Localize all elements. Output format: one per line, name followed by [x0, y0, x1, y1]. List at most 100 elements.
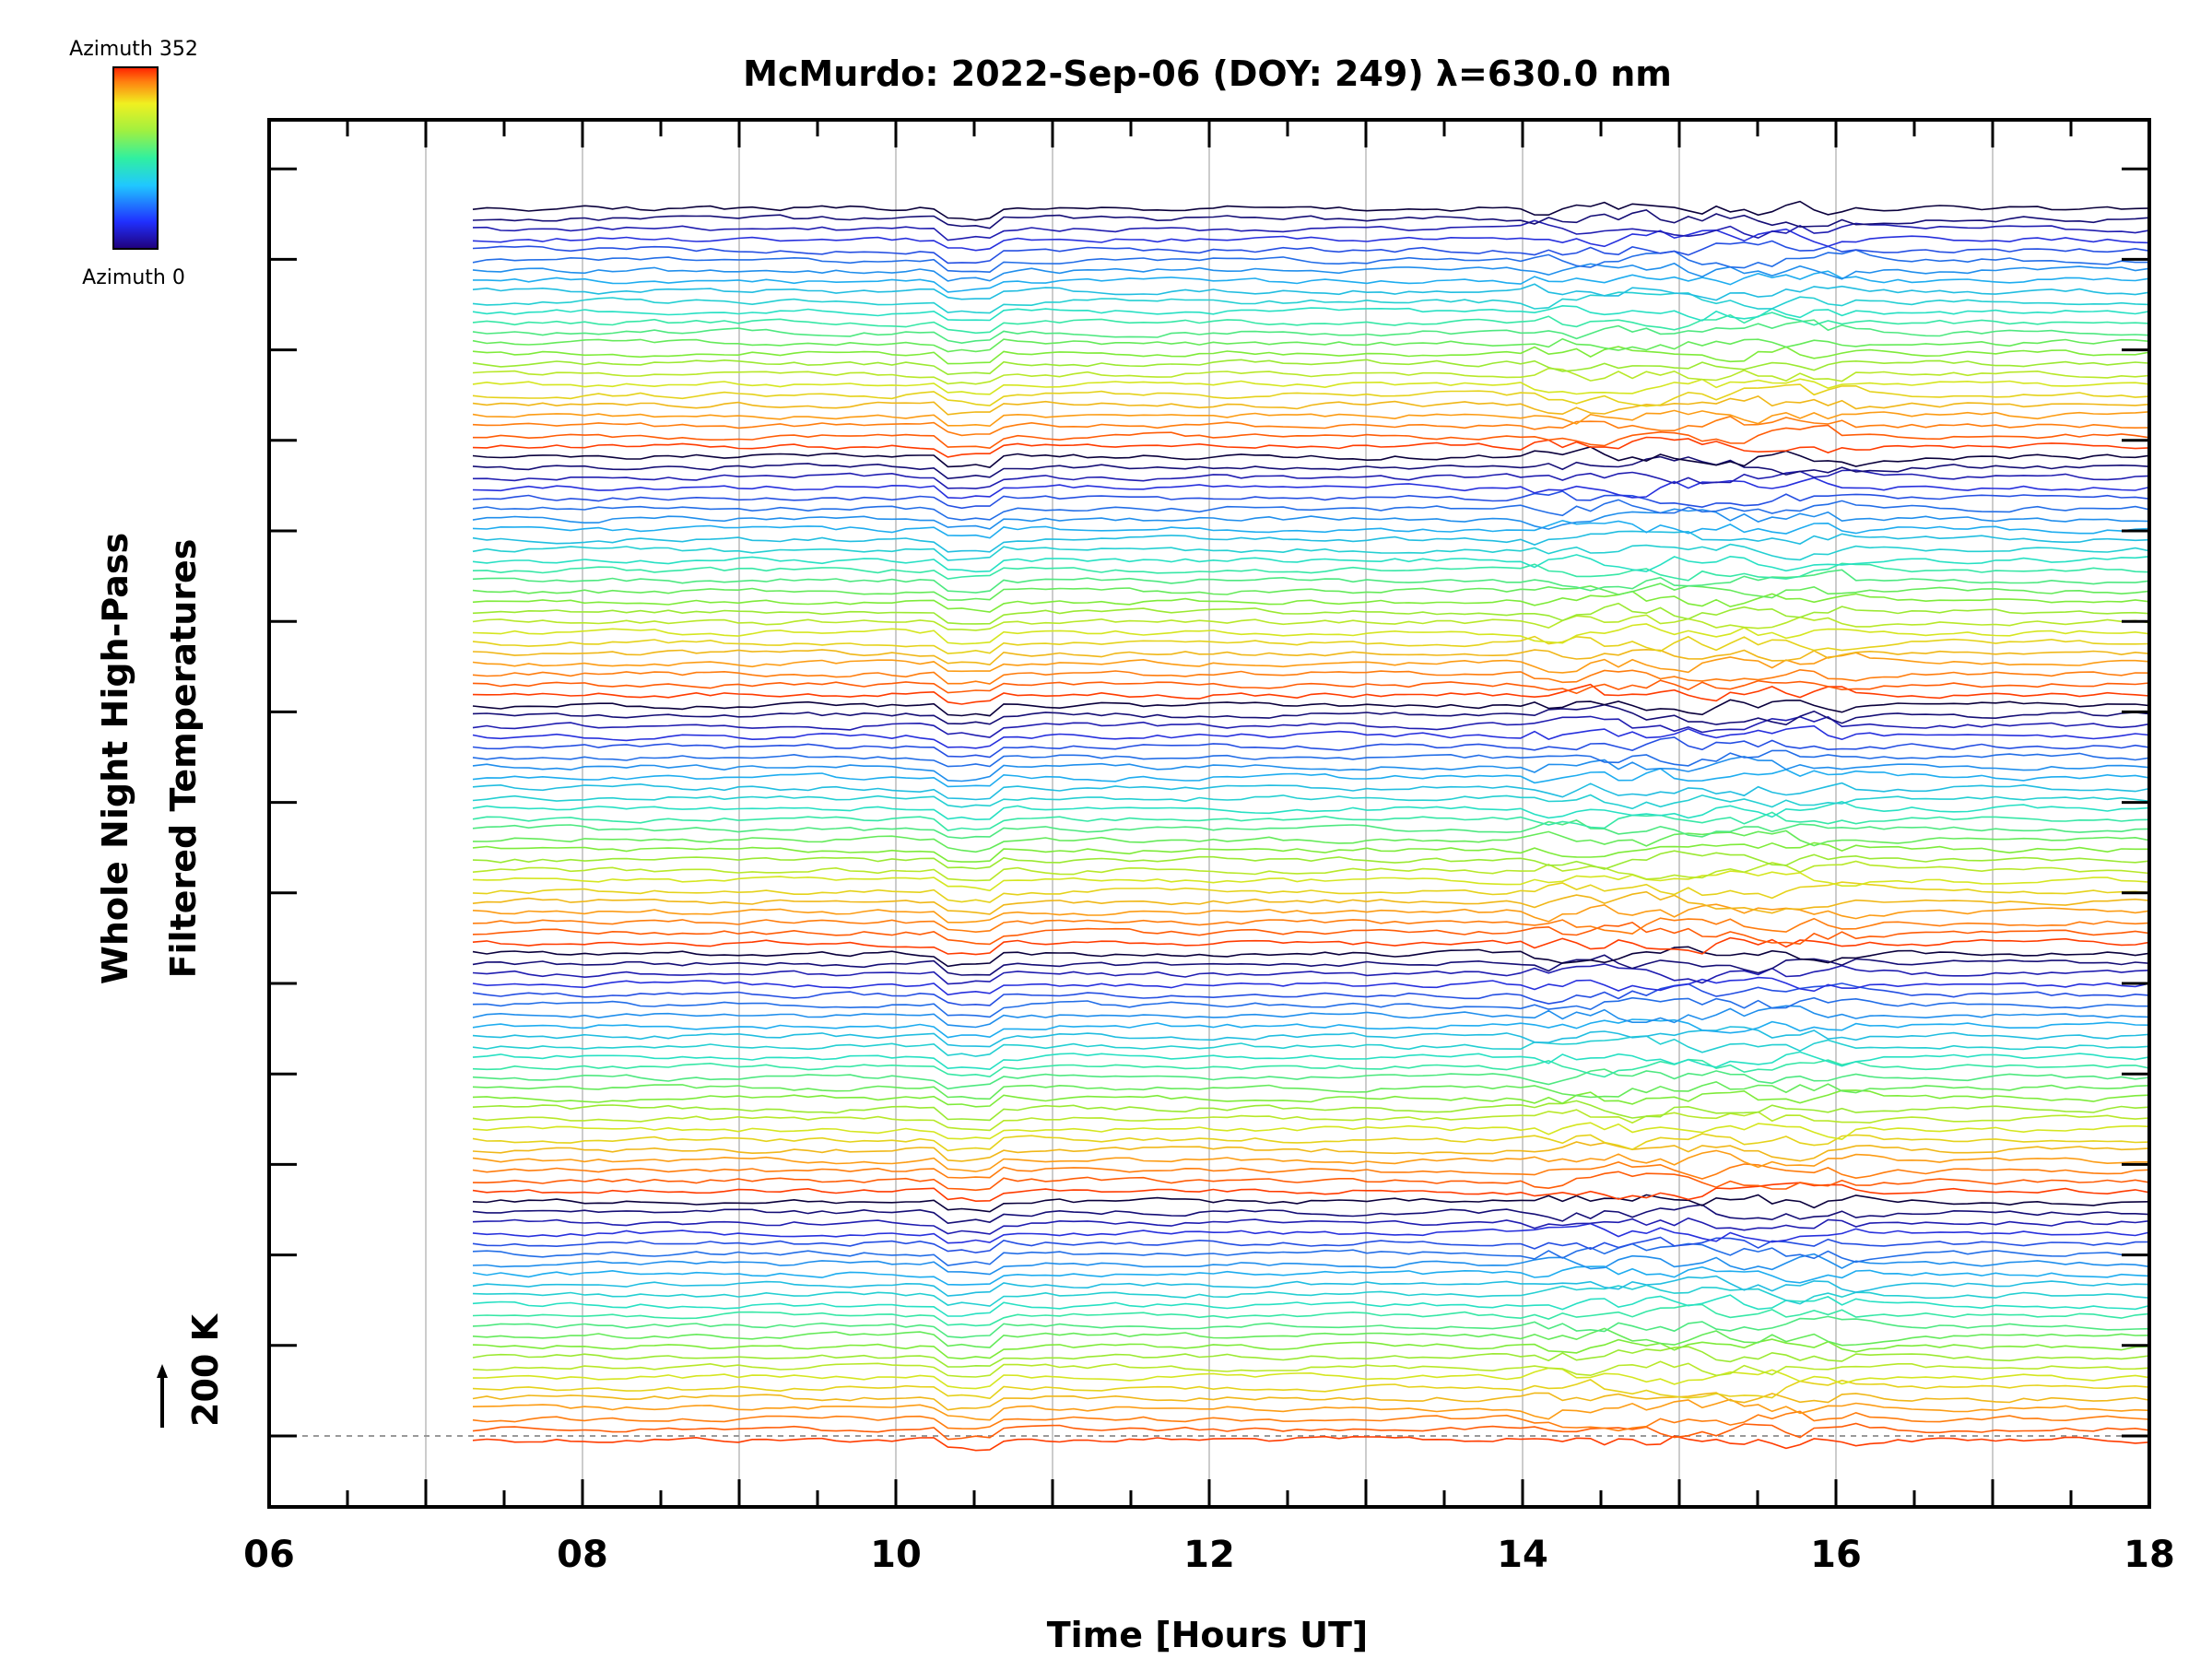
- azimuth-trace: [472, 436, 2149, 458]
- azimuth-trace: [473, 424, 2149, 450]
- azimuth-trace: [472, 304, 2149, 322]
- azimuth-trace: [472, 1089, 2149, 1108]
- azimuth-trace: [472, 1026, 2149, 1048]
- azimuth-trace: [472, 209, 2149, 229]
- azimuth-trace: [472, 200, 2149, 221]
- azimuth-trace: [472, 652, 2149, 674]
- azimuth-trace: [472, 249, 2149, 274]
- azimuth-trace: [472, 736, 2149, 759]
- azimuth-trace: [472, 1284, 2149, 1307]
- azimuth-trace: [472, 602, 2149, 625]
- azimuth-trace: [472, 1182, 2149, 1203]
- azimuth-trace: [472, 219, 2149, 241]
- azimuth-trace: [472, 228, 2149, 252]
- azimuth-trace: [472, 1217, 2149, 1235]
- azimuth-trace: [472, 946, 2149, 968]
- azimuth-trace: [472, 543, 2149, 561]
- scale-indicator: 200 K: [157, 1312, 226, 1428]
- azimuth-trace: [472, 283, 2149, 301]
- azimuth-trace: [472, 415, 2149, 437]
- azimuth-trace: [472, 963, 2149, 985]
- azimuth-trace: [472, 1005, 2149, 1029]
- azimuth-trace: [472, 1122, 2149, 1140]
- azimuth-trace: [472, 819, 2149, 840]
- azimuth-trace: [472, 562, 2149, 582]
- azimuth-trace: [472, 830, 2149, 853]
- azimuth-trace: [472, 530, 2149, 553]
- azimuth-trace: [472, 367, 2149, 385]
- x-tick-label: 16: [1810, 1534, 1862, 1576]
- azimuth-trace: [472, 1149, 2149, 1172]
- azimuth-trace: [472, 1058, 2149, 1078]
- azimuth-trace: [472, 337, 2149, 353]
- y-axis-label-line1: Whole Night High-Pass: [95, 533, 135, 984]
- scale-arrow-head: [157, 1364, 168, 1378]
- azimuth-trace: [472, 291, 2149, 314]
- azimuth-trace: [472, 554, 2149, 573]
- azimuth-trace: [472, 679, 2149, 695]
- azimuth-trace: [472, 996, 2149, 1018]
- azimuth-trace: [472, 262, 2149, 282]
- azimuth-trace: [472, 623, 2149, 645]
- azimuth-trace: [472, 1327, 2149, 1348]
- azimuth-trace: [472, 1204, 2149, 1225]
- x-tick-label: 08: [557, 1534, 608, 1576]
- azimuth-trace: [472, 1109, 2149, 1132]
- azimuth-trace: [472, 383, 2149, 407]
- azimuth-trace: [472, 499, 2149, 522]
- azimuth-trace: [472, 850, 2149, 870]
- azimuth-trace: [472, 1303, 2149, 1327]
- azimuth-trace: [472, 881, 2149, 903]
- x-tick-labels: 06 08 10 12 14 16 18: [243, 1534, 2175, 1576]
- azimuth-trace: [472, 490, 2149, 510]
- azimuth-trace: [473, 270, 2149, 293]
- azimuth-trace: [472, 982, 2149, 1006]
- azimuth-trace: [472, 1018, 2149, 1039]
- azimuth-trace: [472, 1161, 2149, 1180]
- azimuth-trace: [472, 477, 2149, 500]
- azimuth-trace: [472, 715, 2149, 738]
- azimuth-trace: [472, 1392, 2149, 1411]
- azimuth-trace: [472, 903, 2149, 924]
- azimuth-trace: [472, 1410, 2149, 1432]
- azimuth-trace: [472, 749, 2149, 768]
- colorbar: [112, 66, 159, 250]
- azimuth-trace: [472, 1435, 2149, 1452]
- azimuth-trace: [472, 1422, 2149, 1441]
- azimuth-trace: [472, 508, 2149, 530]
- azimuth-trace: [472, 768, 2149, 788]
- colorbar-bottom-label: Azimuth 0: [82, 266, 185, 289]
- azimuth-trace: [472, 794, 2149, 810]
- azimuth-trace: [472, 1275, 2149, 1297]
- azimuth-trace: [472, 409, 2149, 428]
- azimuth-trace: [472, 1051, 2149, 1071]
- azimuth-trace: [472, 590, 2149, 613]
- azimuth-trace: [472, 1398, 2149, 1421]
- x-tick-label: 18: [2124, 1534, 2175, 1576]
- azimuth-trace: [472, 378, 2149, 395]
- azimuth-trace: [472, 1379, 2149, 1400]
- azimuth-trace: [472, 1236, 2149, 1253]
- x-tick-label: 14: [1497, 1534, 1548, 1576]
- grid: [269, 120, 2149, 1507]
- y-axis-label-line2: Filtered Temperatures: [163, 539, 204, 979]
- azimuth-trace: [472, 1222, 2149, 1244]
- azimuth-trace: [472, 1360, 2149, 1378]
- x-tick-label: 06: [243, 1534, 295, 1576]
- azimuth-trace: [472, 724, 2149, 749]
- azimuth-trace: [472, 683, 2149, 705]
- azimuth-trace: [472, 569, 2149, 594]
- azimuth-trace: [472, 800, 2149, 821]
- azimuth-trace: [472, 1068, 2149, 1090]
- azimuth-trace: [472, 359, 2149, 376]
- azimuth-trace: [472, 446, 2149, 468]
- azimuth-trace: [472, 841, 2149, 863]
- azimuth-trace: [472, 1242, 2149, 1266]
- azimuth-trace: [472, 319, 2149, 345]
- azimuth-trace: [472, 1194, 2149, 1213]
- azimuth-trace: [472, 469, 2149, 489]
- azimuth-trace: [472, 1133, 2149, 1152]
- azimuth-trace: [472, 1035, 2149, 1057]
- azimuth-trace: [472, 395, 2149, 416]
